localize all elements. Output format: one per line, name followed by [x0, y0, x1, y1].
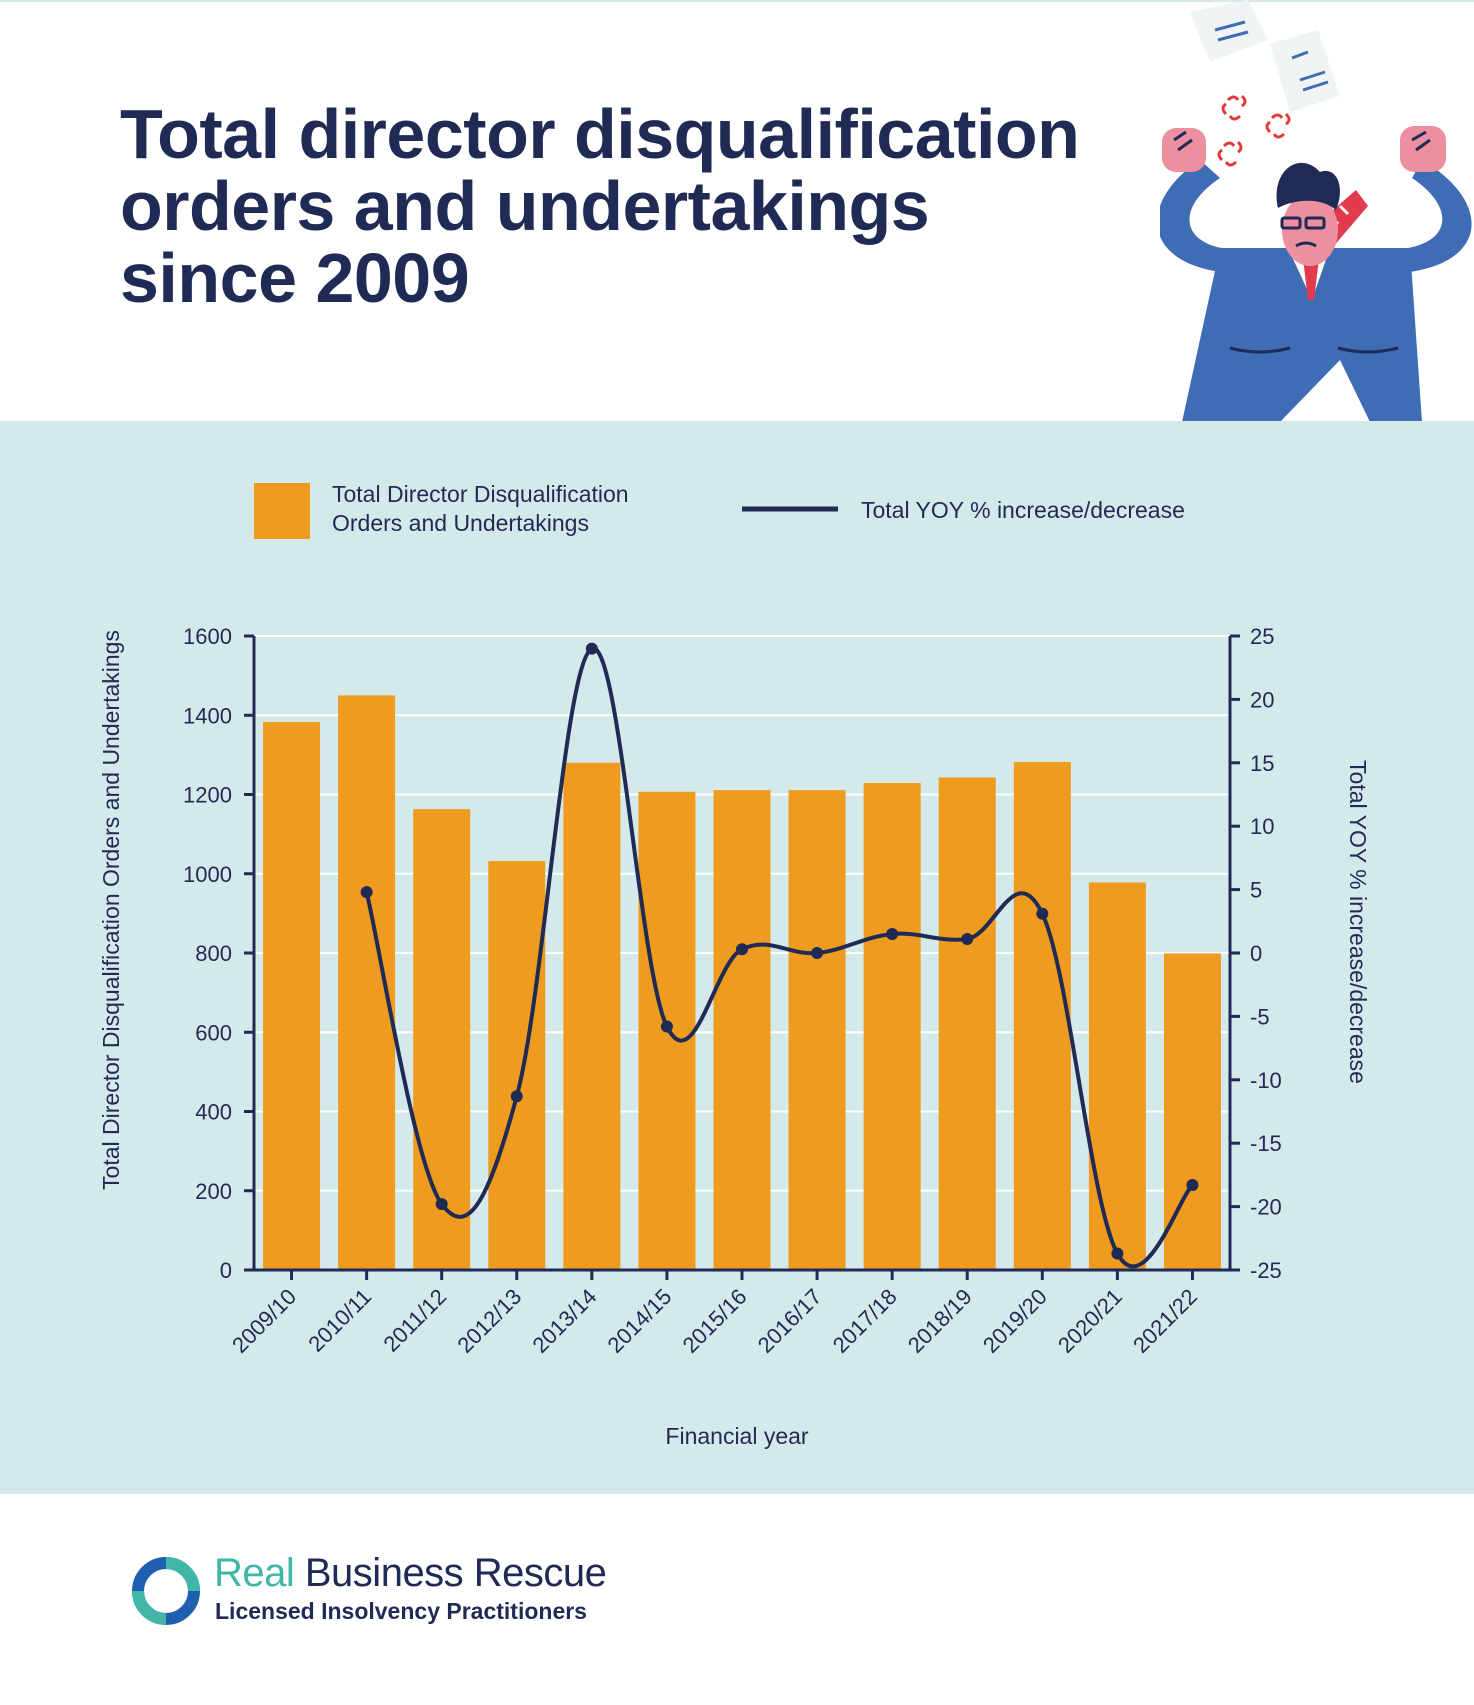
y2-tick-label: -25: [1250, 1258, 1282, 1283]
x-tick-label: 2018/19: [903, 1284, 977, 1358]
x-tick-label: 2015/16: [678, 1284, 752, 1358]
bar: [488, 861, 546, 1270]
yoy-point: [1111, 1247, 1124, 1260]
bar: [1088, 882, 1146, 1270]
y2-tick-label: -10: [1250, 1068, 1282, 1093]
paper-icon: [1270, 30, 1340, 112]
legend-bars-label-line: Orders and Undertakings: [332, 510, 589, 536]
top-rule: [0, 0, 1474, 2]
yoy-point: [660, 1020, 673, 1033]
brand-name-accent: Real: [214, 1551, 295, 1595]
legend-line-label: Total YOY % increase/decrease: [861, 497, 1185, 523]
y-tick-label: 400: [195, 1100, 232, 1125]
bar: [263, 721, 321, 1270]
paper-icon: [1190, 0, 1268, 62]
yoy-point: [585, 642, 598, 655]
y2-tick-label: -15: [1250, 1131, 1282, 1156]
x-tick-label: 2020/21: [1053, 1284, 1127, 1358]
x-axis-title: Financial year: [665, 1423, 809, 1449]
brand-name: Real Business Rescue: [214, 1550, 607, 1596]
y2-tick-label: 10: [1250, 814, 1274, 839]
yoy-point: [811, 947, 824, 959]
yoy-point: [435, 1198, 448, 1211]
bar: [413, 809, 471, 1270]
axes: [244, 634, 1240, 1280]
y-tick-label: 800: [195, 941, 232, 966]
bar: [713, 790, 771, 1270]
yoy-point: [736, 943, 748, 956]
y2-tick-label: -20: [1250, 1195, 1282, 1220]
x-tick-label: 2013/14: [527, 1284, 601, 1358]
bar: [863, 783, 921, 1270]
yoy-point: [1036, 907, 1049, 920]
real-business-rescue-logo-icon: [132, 1557, 200, 1625]
x-tick-label: 2016/17: [753, 1284, 827, 1358]
yoy-point: [510, 1090, 523, 1103]
bar: [563, 762, 621, 1270]
x-tick-label: 2017/18: [828, 1284, 902, 1358]
x-tick-label: 2010/11: [303, 1284, 376, 1357]
title-line: Total director disqualification: [120, 95, 1080, 173]
yoy-point: [886, 927, 899, 940]
y-tick-label: 1200: [183, 783, 232, 808]
y-tick-label: 600: [195, 1020, 232, 1045]
yoy-point: [1186, 1179, 1199, 1192]
x-tick-label: 2011/12: [378, 1284, 451, 1357]
page-title: Total director disqualification orders a…: [120, 98, 1180, 314]
title-line: orders and undertakings: [120, 167, 930, 245]
y2-tick-label: -5: [1250, 1004, 1270, 1029]
yoy-line-path: [364, 646, 1194, 1269]
x-tick-label: 2009/10: [227, 1284, 301, 1358]
y2-tick-label: 5: [1250, 878, 1262, 903]
x-tick-label: 2019/20: [978, 1284, 1052, 1358]
y-tick-label: 200: [195, 1179, 232, 1204]
y2-tick-label: 25: [1250, 624, 1274, 649]
x-tick-label: 2014/15: [603, 1284, 677, 1358]
y2-tick-label: 15: [1250, 751, 1274, 776]
bar: [1013, 762, 1071, 1270]
brand-tagline: Licensed Insolvency Practitioners: [215, 1598, 587, 1624]
bar: [938, 777, 996, 1270]
brand-name-rest: Business Rescue: [294, 1551, 607, 1595]
title-line: since 2009: [120, 239, 470, 317]
legend-bars-label-line: Total Director Disqualification: [332, 481, 629, 507]
y-tick-label: 1000: [183, 862, 232, 887]
angry-businessman-illustration: [1160, 0, 1472, 422]
y2-axis-title: Total YOY % increase/decrease: [1345, 760, 1371, 1084]
y-axis-title: Total Director Disqualification Orders a…: [98, 630, 124, 1190]
x-tick-label: 2012/13: [452, 1284, 526, 1358]
y-tick-label: 0: [220, 1258, 232, 1283]
y-tick-label: 1600: [183, 624, 232, 649]
yoy-line: [360, 642, 1199, 1269]
bars: [263, 695, 1221, 1270]
y2-tick-label: 20: [1250, 687, 1274, 712]
bar: [788, 790, 846, 1270]
legend-bar-swatch: [254, 483, 310, 539]
yoy-point: [961, 933, 974, 946]
anger-icon: [1217, 94, 1291, 167]
y2-tick-label: 0: [1250, 941, 1262, 966]
y-tick-label: 1400: [183, 703, 232, 728]
yoy-point: [360, 886, 373, 899]
x-tick-label: 2021/22: [1128, 1284, 1202, 1358]
